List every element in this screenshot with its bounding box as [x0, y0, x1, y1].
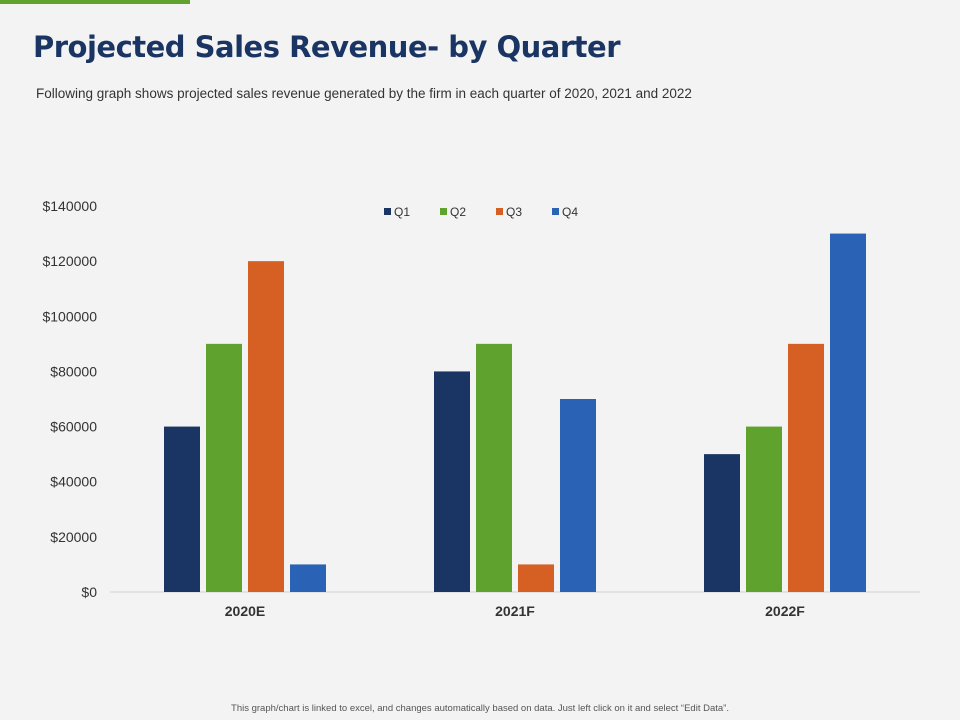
- bar-q2-2020e: [206, 343, 242, 592]
- legend-label-q1: Q1: [394, 205, 410, 219]
- bar-q4-2022f: [830, 233, 866, 593]
- bar-q2-2022f: [746, 426, 782, 592]
- bar-q3-2021f: [518, 564, 554, 592]
- bar-q3-2022f: [788, 343, 824, 592]
- bar-q1-2021f: [434, 371, 470, 592]
- footer-note: This graph/chart is linked to excel, and…: [231, 703, 729, 714]
- legend-label-q3: Q3: [506, 205, 522, 219]
- y-tick-label: $40000: [50, 474, 97, 490]
- y-tick-label: $100000: [42, 308, 97, 324]
- y-tick-label: $0: [81, 584, 97, 600]
- page-subtitle: Following graph shows projected sales re…: [36, 86, 692, 101]
- bar-q3-2020e: [248, 261, 284, 592]
- legend-label-q4: Q4: [562, 205, 578, 219]
- y-tick-label: $120000: [42, 253, 97, 269]
- bar-q4-2021f: [560, 399, 596, 592]
- bar-q1-2022f: [704, 454, 740, 592]
- x-tick-label: 2020E: [225, 603, 265, 619]
- y-tick-label: $60000: [50, 419, 97, 435]
- legend-swatch-q1: [384, 208, 391, 215]
- bar-q2-2021f: [476, 343, 512, 592]
- legend-swatch-q4: [552, 208, 559, 215]
- x-tick-label: 2021F: [495, 603, 535, 619]
- bar-q1-2020e: [164, 426, 200, 592]
- legend-swatch-q3: [496, 208, 503, 215]
- y-tick-label: $80000: [50, 363, 97, 379]
- accent-bar: [0, 0, 190, 4]
- legend-swatch-q2: [440, 208, 447, 215]
- page-title: Projected Sales Revenue- by Quarter: [33, 30, 621, 64]
- legend-label-q2: Q2: [450, 205, 466, 219]
- x-tick-label: 2022F: [765, 603, 805, 619]
- bar-q4-2020e: [290, 564, 326, 592]
- y-tick-label: $140000: [42, 198, 97, 214]
- y-tick-label: $20000: [50, 529, 97, 545]
